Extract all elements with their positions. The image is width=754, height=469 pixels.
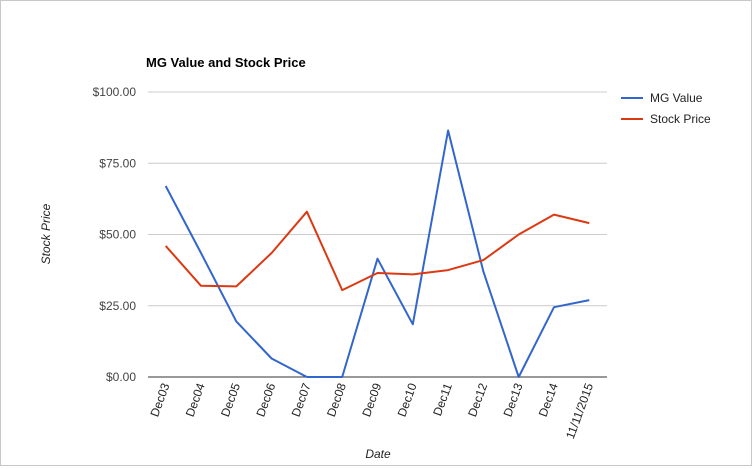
x-tick-label: Dec06 — [253, 381, 278, 419]
x-tick-label: 11/11/2015 — [563, 381, 596, 441]
x-tick-label: Dec09 — [359, 381, 384, 419]
x-tick-label: Dec12 — [465, 381, 490, 419]
y-tick-label: $25.00 — [99, 299, 136, 313]
x-tick-label: Dec14 — [536, 381, 561, 419]
x-tick-label: Dec04 — [183, 381, 208, 419]
legend-label: Stock Price — [650, 112, 711, 126]
x-tick-labels: Dec03 Dec04 Dec05 Dec06 Dec07 Dec08 Dec09 Dec10… — [147, 381, 596, 441]
legend-label: MG Value — [650, 91, 703, 105]
gridlines — [148, 91, 607, 307]
x-tick-label: Dec07 — [289, 381, 314, 419]
x-tick-label: Dec08 — [324, 381, 349, 419]
y-tick-labels: $0.00 $25.00 $50.00 $75.00 $100.00 — [93, 85, 137, 384]
x-tick-label: Dec11 — [430, 381, 455, 418]
x-tick-label: Dec03 — [147, 381, 172, 419]
x-tick-label: Dec10 — [395, 381, 420, 419]
x-tick-label: Dec05 — [218, 381, 243, 419]
y-tick-label: $0.00 — [106, 370, 136, 384]
y-tick-label: $75.00 — [99, 156, 136, 170]
series-line-mg-value — [164, 129, 590, 378]
series-line-stock-price — [164, 210, 590, 292]
y-tick-label: $50.00 — [99, 228, 136, 242]
legend: MG Value Stock Price — [621, 91, 711, 126]
series-lines — [164, 129, 590, 378]
y-axis-title: Stock Price — [39, 203, 53, 264]
x-tick-label: Dec13 — [501, 381, 526, 419]
chart-title: MG Value and Stock Price — [146, 55, 306, 70]
y-tick-label: $100.00 — [93, 85, 137, 99]
x-axis-title: Date — [365, 447, 391, 461]
